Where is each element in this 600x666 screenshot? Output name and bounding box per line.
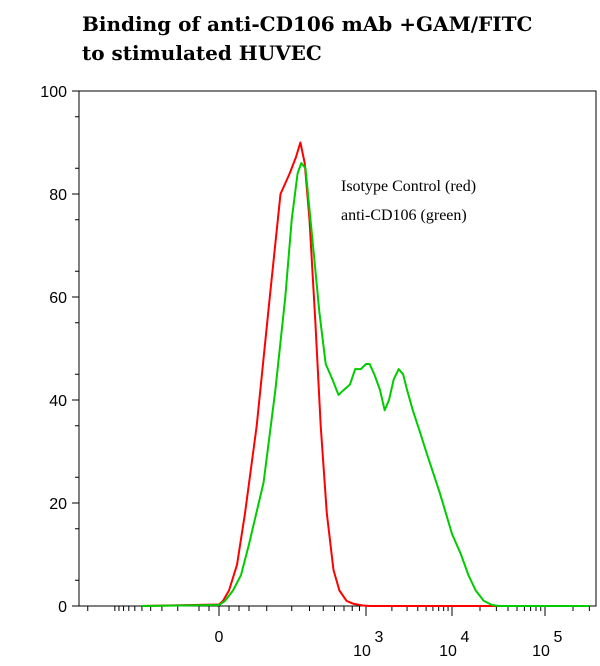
legend: Isotype Control (red) anti-CD106 (green) — [341, 178, 476, 224]
svg-text:4: 4 — [461, 629, 470, 646]
series-line-1 — [141, 162, 590, 607]
svg-text:10: 10 — [532, 643, 550, 660]
plot-frame — [78, 90, 597, 607]
y-tick-label: 80 — [49, 187, 67, 204]
series-layer — [141, 141, 590, 607]
legend-entry: Isotype Control (red) — [341, 178, 476, 195]
y-axis: 0 20 40 60 80 100 — [40, 84, 79, 616]
y-tick-label: 100 — [40, 84, 67, 101]
y-tick-label: 60 — [49, 290, 67, 307]
x-tick-label: 0 — [215, 629, 224, 646]
y-tick-label: 0 — [58, 599, 67, 616]
chart-title-line-1: Binding of anti-CD106 mAb +GAM/FITC — [82, 12, 533, 36]
svg-text:5: 5 — [554, 629, 563, 646]
chart-title: Binding of anti-CD106 mAb +GAM/FITC to s… — [82, 10, 592, 68]
x-tick-label: 104 — [439, 629, 469, 660]
svg-text:10: 10 — [439, 643, 457, 660]
x-tick-label: 105 — [532, 629, 562, 660]
y-tick-label: 20 — [49, 496, 67, 513]
svg-text:0: 0 — [215, 629, 224, 646]
chart-title-line-2: to stimulated HUVEC — [82, 41, 322, 65]
y-tick-label: 40 — [49, 393, 67, 410]
svg-text:3: 3 — [375, 629, 384, 646]
series-line-0 — [141, 141, 590, 607]
x-tick-label: 103 — [353, 629, 383, 660]
svg-text:10: 10 — [353, 643, 371, 660]
legend-entry: anti-CD106 (green) — [341, 207, 467, 224]
